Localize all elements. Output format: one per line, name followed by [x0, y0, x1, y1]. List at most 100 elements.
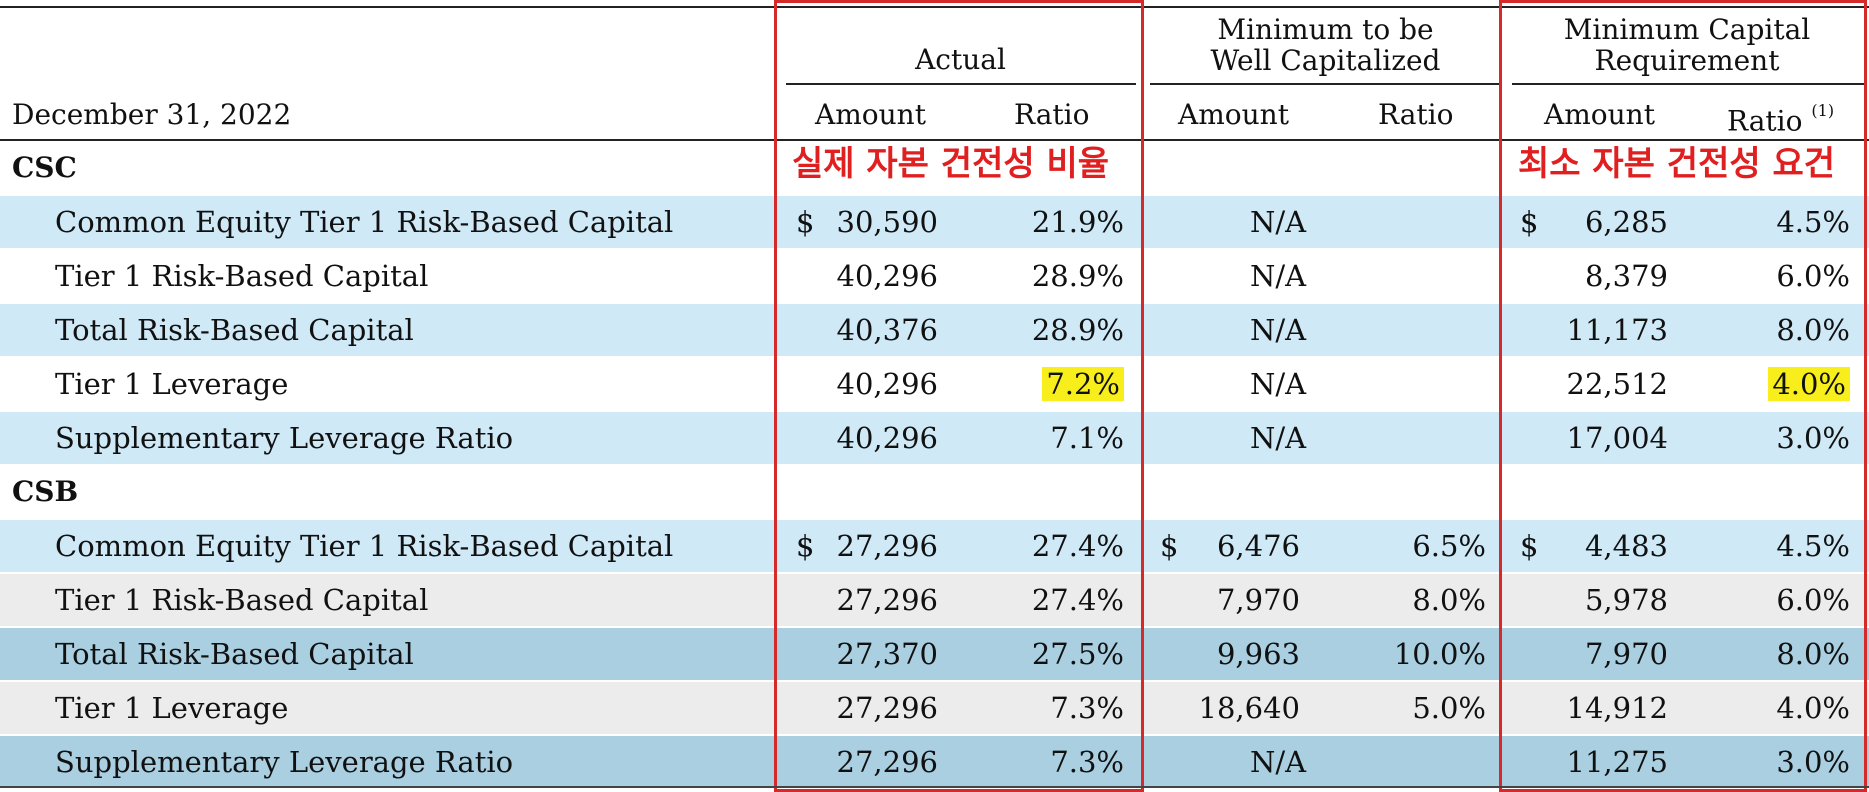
actual-amount: 40,296	[836, 421, 938, 455]
col-ratio-min-label: Ratio	[1727, 104, 1803, 138]
min-ratio: 4.5%	[1776, 529, 1850, 563]
actual-ratio: 28.9%	[1031, 259, 1124, 293]
table-row: Total Risk-Based Capital 40,376 28.9% N/A 11…	[0, 304, 1869, 356]
table-row: Supplementary Leverage Ratio 27,296 7.3% N/…	[0, 736, 1869, 788]
min-ratio: 6.0%	[1776, 583, 1850, 617]
min-amount: 11,275	[1566, 745, 1668, 779]
row-label: Common Equity Tier 1 Risk-Based Capital	[55, 529, 674, 563]
row-label: Supplementary Leverage Ratio	[55, 745, 514, 779]
row-label: Common Equity Tier 1 Risk-Based Capital	[55, 205, 674, 239]
date-label: December 31, 2022	[12, 98, 292, 131]
well-amount: 7,970	[1216, 583, 1300, 617]
section-label-csc: CSC	[12, 151, 77, 184]
header-group-line2: Actual	[915, 43, 1006, 76]
min-amount: 5,978	[1584, 583, 1668, 617]
table-row: Tier 1 Risk-Based Capital 40,296 28.9% N/A 8…	[0, 250, 1869, 302]
min-amount: 22,512	[1566, 367, 1668, 401]
row-label: Tier 1 Leverage	[55, 367, 289, 401]
col-amount-min: Amount	[1544, 98, 1655, 131]
actual-amount: 40,296	[836, 259, 938, 293]
actual-ratio: 27.5%	[1031, 637, 1124, 671]
well-amount: N/A	[1249, 259, 1307, 293]
well-amount: 9,963	[1216, 637, 1300, 671]
min-ratio: 6.0%	[1776, 259, 1850, 293]
table-row: Tier 1 Risk-Based Capital 27,296 27.4% 7,97…	[0, 574, 1869, 626]
actual-amount: 27,296	[836, 583, 938, 617]
header-group-well-capitalized: Minimum to be Well Capitalized	[1148, 14, 1503, 76]
header-underline-actual	[786, 83, 1136, 85]
header-group-actual: Actual	[778, 30, 1143, 75]
actual-amount: 27,296	[836, 691, 938, 725]
row-label: Supplementary Leverage Ratio	[55, 421, 514, 455]
header-group-line2: Well Capitalized	[1210, 44, 1441, 77]
table-row: Common Equity Tier 1 Risk-Based Capital $…	[0, 520, 1869, 572]
header-group-line1: Minimum to be	[1217, 13, 1434, 46]
min-ratio: 4.0%	[1730, 358, 1850, 410]
min-amount: 14,912	[1566, 691, 1668, 725]
currency-symbol-min: $	[1520, 205, 1539, 239]
row-label: Total Risk-Based Capital	[55, 313, 414, 347]
annotation-actual: 실제 자본 건전성 비율	[792, 144, 1110, 184]
actual-amount: 27,296	[836, 529, 938, 563]
actual-ratio: 28.9%	[1031, 313, 1124, 347]
well-amount: N/A	[1249, 367, 1307, 401]
well-amount: N/A	[1249, 745, 1307, 779]
annotation-minimum: 최소 자본 건전성 요건	[1518, 144, 1836, 184]
min-amount: 4,483	[1584, 529, 1668, 563]
header-rule	[0, 139, 1869, 141]
highlight-box-minimum	[1499, 0, 1867, 792]
min-amount: 6,285	[1584, 205, 1668, 239]
well-ratio: 5.0%	[1412, 691, 1486, 725]
min-ratio: 4.0%	[1776, 691, 1850, 725]
currency-symbol-well: $	[1160, 529, 1179, 563]
actual-ratio: 7.3%	[1050, 691, 1124, 725]
well-ratio: 10.0%	[1393, 637, 1486, 671]
header-underline-well	[1150, 83, 1500, 85]
row-label: Total Risk-Based Capital	[55, 637, 414, 671]
actual-amount: 40,296	[836, 367, 938, 401]
col-ratio-actual: Ratio	[1014, 98, 1090, 131]
currency-symbol-actual: $	[796, 529, 815, 563]
actual-ratio: 7.2%	[1000, 358, 1124, 410]
currency-symbol-min: $	[1520, 529, 1539, 563]
well-amount: 18,640	[1198, 691, 1300, 725]
row-label: Tier 1 Risk-Based Capital	[55, 583, 429, 617]
well-amount: N/A	[1249, 205, 1307, 239]
col-ratio-well: Ratio	[1378, 98, 1454, 131]
header-group-line1: Minimum Capital	[1563, 13, 1811, 46]
header-underline-min	[1512, 83, 1864, 85]
actual-ratio: 21.9%	[1031, 205, 1124, 239]
actual-amount: 40,376	[836, 313, 938, 347]
well-amount: N/A	[1249, 313, 1307, 347]
row-label: Tier 1 Risk-Based Capital	[55, 259, 429, 293]
currency-symbol-actual: $	[796, 205, 815, 239]
actual-ratio: 7.1%	[1050, 421, 1124, 455]
table-row: Tier 1 Leverage 40,296 7.2% N/A 22,512 4.0%	[0, 358, 1869, 410]
col-amount-actual: Amount	[815, 98, 926, 131]
highlight-box-actual	[774, 0, 1144, 792]
actual-ratio: 7.3%	[1050, 745, 1124, 779]
actual-amount: 27,370	[836, 637, 938, 671]
actual-ratio: 27.4%	[1031, 583, 1124, 617]
table-row: Total Risk-Based Capital 27,370 27.5% 9,963…	[0, 628, 1869, 680]
min-ratio: 4.5%	[1776, 205, 1850, 239]
table-row: Common Equity Tier 1 Risk-Based Capital $…	[0, 196, 1869, 248]
min-ratio: 8.0%	[1776, 637, 1850, 671]
table-row: Tier 1 Leverage 27,296 7.3% 18,640 5.0% 14,91…	[0, 682, 1869, 734]
min-ratio: 3.0%	[1776, 745, 1850, 779]
well-ratio: 6.5%	[1412, 529, 1486, 563]
header-group-line2: Requirement	[1594, 44, 1780, 77]
well-amount: N/A	[1249, 421, 1307, 455]
min-amount: 17,004	[1566, 421, 1668, 455]
header-group-min-requirement: Minimum Capital Requirement	[1508, 14, 1866, 76]
well-ratio: 8.0%	[1412, 583, 1486, 617]
col-amount-well: Amount	[1178, 98, 1289, 131]
actual-ratio: 27.4%	[1031, 529, 1124, 563]
actual-amount: 27,296	[836, 745, 938, 779]
min-amount: 11,173	[1566, 313, 1668, 347]
min-amount: 8,379	[1584, 259, 1668, 293]
highlighted-value: 7.2%	[1042, 367, 1124, 401]
min-ratio: 3.0%	[1776, 421, 1850, 455]
actual-amount: 30,590	[836, 205, 938, 239]
highlighted-value: 4.0%	[1768, 367, 1850, 401]
